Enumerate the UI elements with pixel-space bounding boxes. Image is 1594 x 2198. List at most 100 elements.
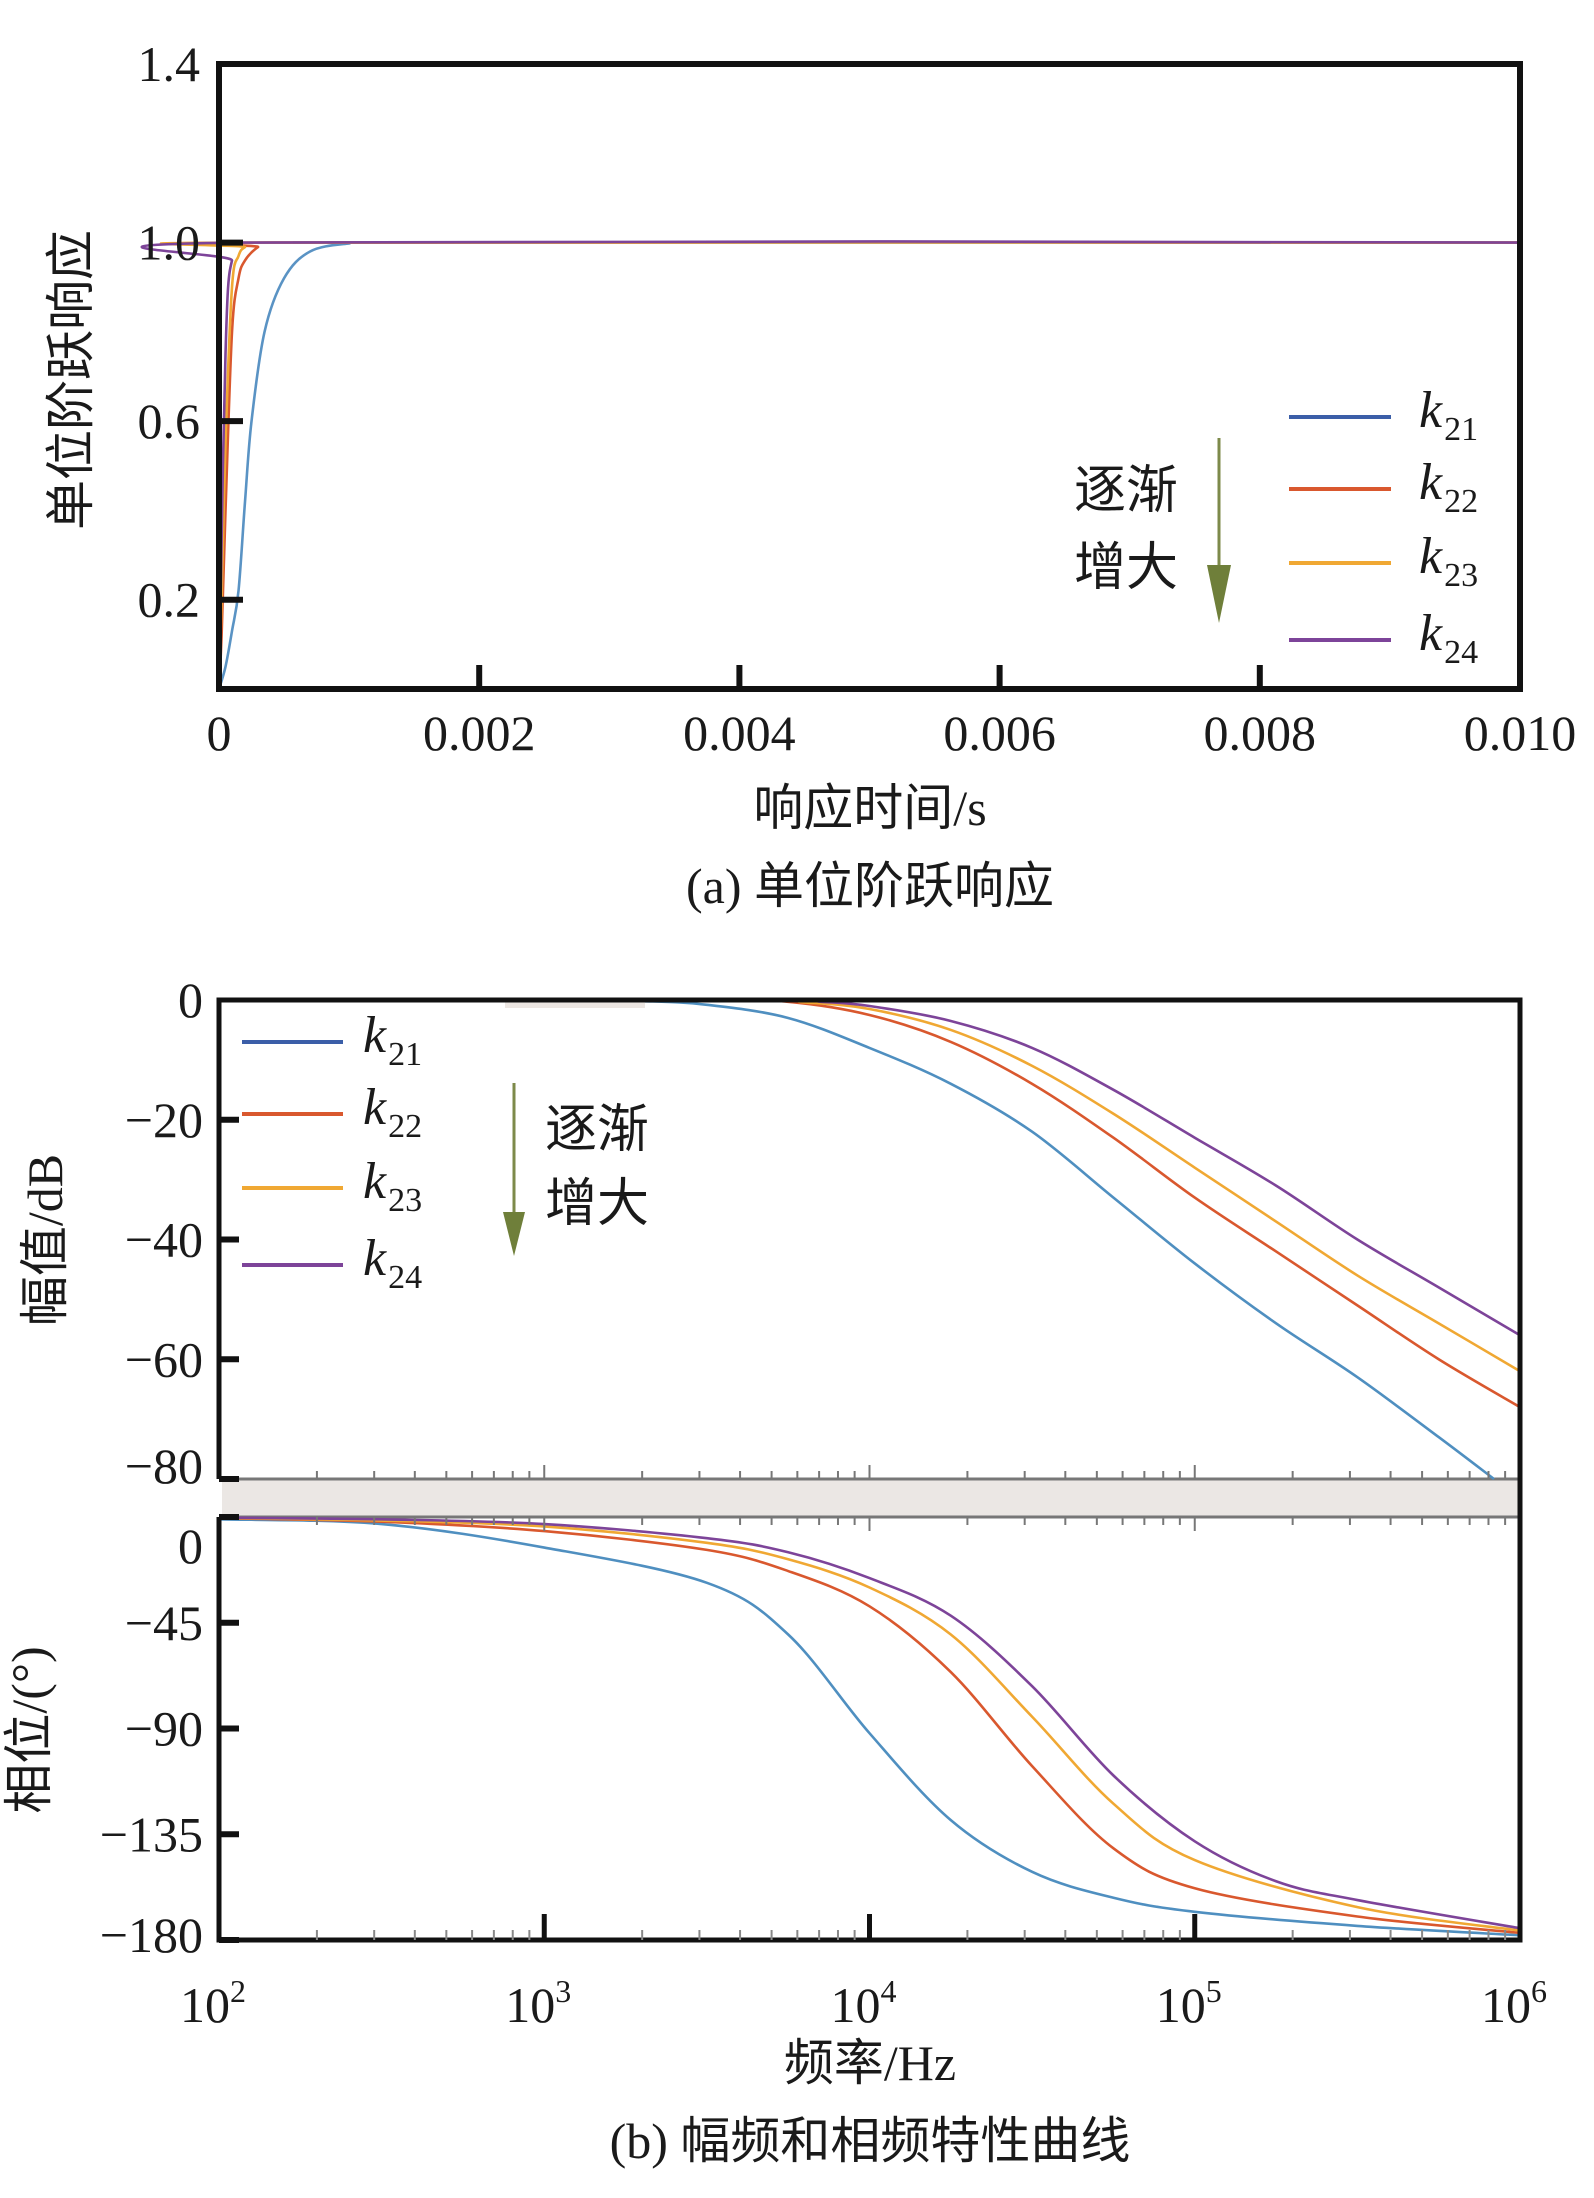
y-tick-label: 0.2 [138, 572, 201, 628]
legend-label: k24 [1419, 605, 1478, 671]
magnitude-y-tick-label: −40 [125, 1212, 203, 1268]
step-y-axis-label: 单位阶跃响应 [43, 230, 99, 530]
legend-label-subscript: 23 [388, 1182, 422, 1219]
phase-y-tick-label: −90 [125, 1701, 203, 1757]
phase-y-axis-label: 相位/(°) [1, 1646, 57, 1813]
step-ticks: 0 0.002 0.004 0.006 0.008 0.010 1.4 1.0 0.6 0.2 [138, 36, 1577, 761]
legend-label: k24 [363, 1230, 422, 1296]
bode-ticks: 102 103 104 105 1060−20−40−60−800−45−90−135−… [100, 972, 1547, 2033]
legend-label: k22 [1419, 454, 1478, 520]
legend-label-base: k [363, 1153, 387, 1210]
step-curve-k21 [217, 241, 1521, 690]
magnitude-y-tick-label: −80 [125, 1438, 203, 1494]
legend-label: k23 [363, 1153, 422, 1219]
x-tick-label: 103 [505, 1973, 571, 2033]
x-tick-label: 106 [1481, 1973, 1547, 2033]
legend-label: k22 [363, 1079, 422, 1145]
x-tick-label: 0.006 [943, 705, 1056, 761]
x-tick-label: 0.004 [683, 705, 796, 761]
legend-label: k21 [1419, 382, 1478, 448]
legend-label-base: k [1419, 382, 1443, 439]
x-tick-label: 0.002 [423, 705, 536, 761]
x-tick-exponent: 6 [1531, 1973, 1547, 2009]
legend-item-k22: k22 [242, 1079, 422, 1145]
phase-curves [218, 1516, 1521, 1937]
highlight-patch [505, 1000, 645, 1008]
phase-curve-k21 [218, 1518, 1521, 1937]
legend-label-subscript: 22 [1444, 483, 1478, 520]
magnitude-y-tick-label: 0 [178, 972, 203, 1028]
legend-label: k21 [363, 1007, 422, 1073]
phase-y-tick-label: −135 [100, 1806, 203, 1862]
x-tick-label: 0.008 [1204, 705, 1317, 761]
legend-item-k21: k21 [1289, 382, 1478, 448]
legend-item-k22: k22 [1289, 454, 1478, 520]
x-tick-exponent: 4 [881, 1973, 897, 2009]
phase-y-tick-label: −180 [100, 1907, 203, 1963]
legend-label-base: k [363, 1079, 387, 1136]
legend-label-subscript: 21 [388, 1036, 422, 1073]
x-tick-base: 10 [831, 1977, 881, 2033]
y-tick-label: 1.4 [138, 36, 201, 92]
arrow-head-icon [1207, 565, 1231, 623]
legend-label-base: k [1419, 528, 1443, 585]
phase-curve-k24 [218, 1516, 1521, 1930]
step-plot-frame [216, 61, 1523, 692]
legend-label-subscript: 23 [1444, 557, 1478, 594]
phase-y-tick-label: 0 [178, 1518, 203, 1574]
magnitude-y-tick-label: −20 [125, 1092, 203, 1148]
bode-caption: (b) 幅频和相频特性曲线 [610, 2113, 1131, 2169]
legend-item-k24: k24 [242, 1230, 422, 1296]
bode-chart: 102 103 104 105 1060−20−40−60−800−45−90−135−… [1, 972, 1547, 2169]
annotation-line-2: 增大 [545, 1176, 649, 1233]
x-tick-base: 10 [505, 1977, 555, 2033]
legend-item-k23: k23 [242, 1153, 422, 1219]
bode-annotation: 逐渐 增大 [503, 1083, 649, 1256]
x-tick-label: 104 [831, 1973, 897, 2033]
step-response-chart: 0 0.002 0.004 0.006 0.008 0.010 1.4 1.0 0.6 0.2 响… [43, 36, 1576, 914]
x-tick-label: 105 [1156, 1973, 1222, 2033]
phase-curve-k23 [218, 1516, 1521, 1932]
x-tick-label: 0.010 [1464, 705, 1577, 761]
x-tick-label: 0 [207, 705, 232, 761]
legend-item-k23: k23 [1289, 528, 1478, 594]
legend-label-base: k [1419, 605, 1443, 662]
y-tick-label: 0.6 [138, 393, 201, 449]
panel-separator-band [222, 1479, 1518, 1517]
annotation-line-2: 增大 [1074, 540, 1178, 597]
step-curve-k22 [173, 240, 1521, 690]
legend-label-subscript: 21 [1444, 411, 1478, 448]
step-curves [140, 239, 1521, 690]
step-x-axis-label: 响应时间/s [753, 780, 986, 836]
x-tick-exponent: 2 [230, 1973, 246, 2009]
legend-label-subscript: 24 [1444, 634, 1478, 671]
x-tick-base: 10 [180, 1977, 230, 2033]
x-tick-exponent: 3 [555, 1973, 571, 2009]
legend-label: k23 [1419, 528, 1478, 594]
bode-plot-frame [216, 997, 1523, 1943]
x-tick-exponent: 5 [1206, 1973, 1222, 2009]
legend-item-k21: k21 [242, 1007, 422, 1073]
legend-label-base: k [1419, 454, 1443, 511]
x-tick-label: 102 [180, 1973, 246, 2033]
x-tick-base: 10 [1156, 1977, 1206, 2033]
legend-item-k24: k24 [1289, 605, 1478, 671]
legend-label-subscript: 22 [388, 1108, 422, 1145]
step-curve-k24 [140, 239, 1521, 690]
x-tick-base: 10 [1481, 1977, 1531, 2033]
phase-curve-k22 [218, 1516, 1521, 1935]
magnitude-y-axis-label: 幅值/dB [17, 1154, 73, 1326]
arrow-head-icon [503, 1212, 525, 1256]
y-tick-label: 1.0 [138, 215, 201, 271]
legend-label-base: k [363, 1230, 387, 1287]
step-annotation: 逐渐 增大 [1074, 438, 1231, 623]
step-curve-k23 [159, 240, 1521, 690]
legend-label-base: k [363, 1007, 387, 1064]
step-caption: (a) 单位阶跃响应 [686, 858, 1054, 914]
phase-y-tick-label: −45 [125, 1595, 203, 1651]
bode-x-axis-label: 频率/Hz [784, 2035, 956, 2091]
magnitude-y-tick-label: −60 [125, 1331, 203, 1387]
